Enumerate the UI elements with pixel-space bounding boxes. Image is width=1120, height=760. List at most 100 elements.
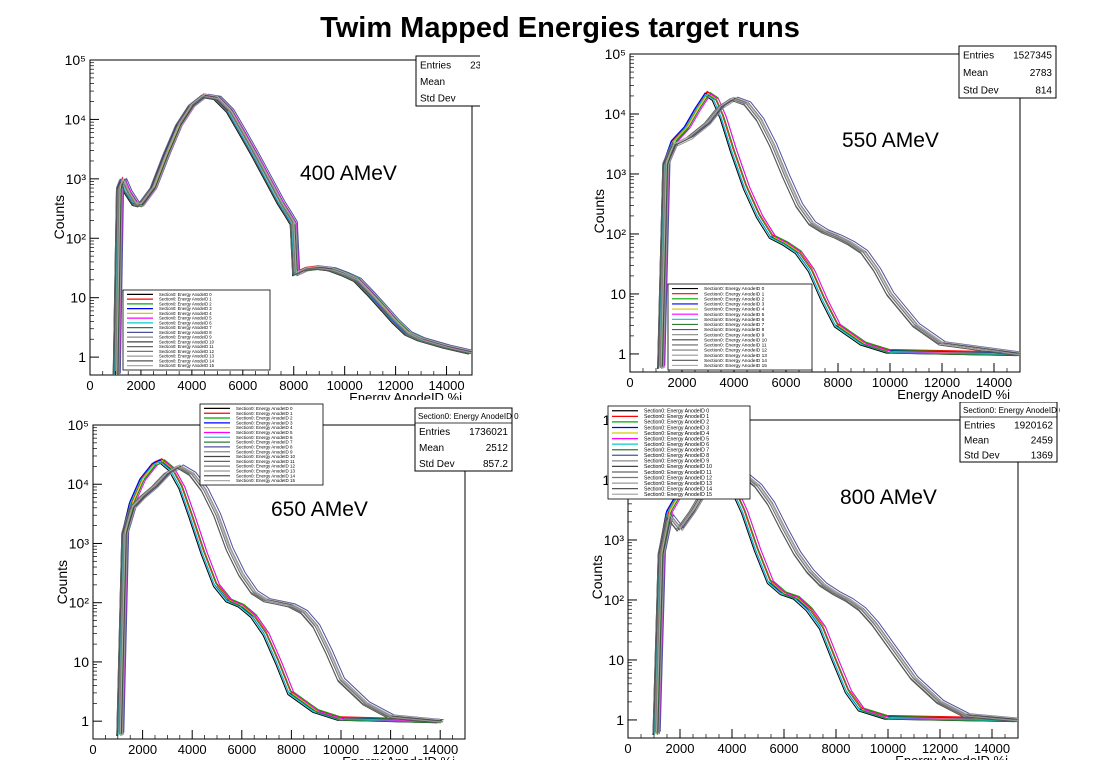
legend-entry: Section0: Energy AnodeID 14 bbox=[236, 473, 296, 478]
legend-entry: Section0: Energy AnodeID 11 bbox=[644, 470, 712, 476]
stats-value: 2385668 bbox=[470, 60, 480, 71]
legend-entry: Section0: Energy AnodeID 10 bbox=[704, 337, 767, 343]
x-tick-label: 8000 bbox=[279, 378, 308, 393]
legend-entry: Section0: Energy AnodeID 0 bbox=[159, 292, 212, 297]
y-tick-label: 1 bbox=[616, 712, 624, 728]
y-tick-label: 10² bbox=[604, 592, 625, 608]
y-axis-label: Counts bbox=[51, 195, 67, 239]
y-axis-label: Counts bbox=[54, 560, 70, 604]
x-tick-label: 6000 bbox=[227, 742, 256, 757]
energy-label: 550 AMeV bbox=[842, 129, 939, 152]
x-tick-label: 12000 bbox=[922, 741, 958, 756]
x-tick-label: 0 bbox=[89, 742, 96, 757]
series-anode-13 bbox=[662, 99, 1020, 369]
legend-entry: Section0: Energy AnodeID 4 bbox=[704, 307, 765, 313]
legend-entry: Section0: Energy AnodeID 5 bbox=[159, 316, 212, 321]
y-tick-label: 10² bbox=[66, 230, 87, 246]
chart-550-amev: 1 10 10² 10³ 10⁴ 10⁵ 0 2000 4000 6000 8000 10000 120… bbox=[591, 45, 1057, 402]
stats-label: Entries bbox=[964, 421, 995, 432]
series-anode-7 bbox=[120, 461, 441, 736]
legend-entry: Section0: Energy AnodeID 2 bbox=[704, 296, 765, 302]
stats-label: Entries bbox=[419, 427, 450, 438]
x-tick-label: 2000 bbox=[128, 742, 157, 757]
legend-entry: Section0: Energy AnodeID 12 bbox=[159, 349, 215, 354]
x-tick-label: 0 bbox=[86, 378, 93, 393]
x-tick-label: 8000 bbox=[824, 375, 853, 390]
x-tick-label: 4000 bbox=[718, 741, 747, 756]
legend-entry: Section0: Energy AnodeID 5 bbox=[704, 312, 765, 318]
x-tick-label: 2000 bbox=[666, 741, 695, 756]
series-anode-8 bbox=[664, 96, 1020, 366]
stats-label: Entries bbox=[963, 51, 994, 62]
stats-box bbox=[414, 407, 513, 472]
legend-entry: Section0: Energy AnodeID 3 bbox=[704, 302, 765, 308]
stats-label: Entries bbox=[420, 60, 451, 71]
y-tick-label: 10⁴ bbox=[64, 111, 86, 127]
y-tick-label: 10⁴ bbox=[604, 106, 626, 122]
series-anode-12 bbox=[119, 466, 440, 735]
series-anode-7 bbox=[661, 94, 1020, 369]
legend-entry: Section0: Energy AnodeID 8 bbox=[644, 453, 709, 459]
x-tick-label: 4000 bbox=[177, 378, 206, 393]
stats-header: Section0: Energy AnodeID 0 bbox=[418, 412, 519, 421]
stats-label: Mean bbox=[963, 68, 988, 79]
x-tick-label: 14000 bbox=[974, 741, 1010, 756]
x-tick-label: 14000 bbox=[422, 742, 458, 757]
legend-entry: Section0: Energy AnodeID 4 bbox=[159, 311, 212, 316]
legend-entry: Section0: Energy AnodeID 5 bbox=[236, 430, 293, 435]
x-tick-label: 10000 bbox=[872, 375, 908, 390]
legend-entry: Section0: Energy AnodeID 0 bbox=[236, 406, 293, 411]
y-tick-label: 10 bbox=[73, 654, 89, 670]
series-anode-14 bbox=[117, 467, 438, 736]
legend-entry: Section0: Energy AnodeID 10 bbox=[236, 454, 296, 459]
legend-entry: Section0: Energy AnodeID 1 bbox=[236, 411, 293, 416]
legend-entry: Section0: Energy AnodeID 4 bbox=[644, 431, 709, 437]
histogram-curves bbox=[116, 458, 444, 736]
energy-label: 400 AMeV bbox=[300, 162, 397, 185]
legend-entry: Section0: Energy AnodeID 13 bbox=[236, 469, 296, 474]
stats-label: Std Dev bbox=[963, 85, 999, 96]
legend-entry: Section0: Energy AnodeID 8 bbox=[236, 444, 293, 449]
stats-label: Std Dev bbox=[419, 459, 455, 470]
x-axis-label: Energy AnodeID %i bbox=[897, 387, 1010, 402]
x-tick-label: 0 bbox=[626, 375, 633, 390]
stats-label: Mean bbox=[419, 443, 444, 454]
x-tick-label: 10000 bbox=[870, 741, 906, 756]
legend-entry: Section0: Energy AnodeID 7 bbox=[159, 325, 212, 330]
x-tick-label: 14000 bbox=[428, 378, 464, 393]
series-anode-8 bbox=[123, 464, 444, 733]
series-anode-12 bbox=[660, 98, 1020, 368]
x-tick-label: 8000 bbox=[277, 742, 306, 757]
stats-header: Section0: Energy AnodeID 0 bbox=[963, 406, 1060, 415]
legend-entry: Section0: Energy AnodeID 12 bbox=[236, 464, 296, 469]
series-anode-14 bbox=[657, 99, 1018, 369]
stats-label: Std Dev bbox=[420, 94, 456, 105]
y-tick-label: 10² bbox=[606, 226, 627, 242]
legend-entry: Section0: Energy AnodeID 15 bbox=[236, 478, 296, 483]
legend-entry: Section0: Energy AnodeID 15 bbox=[644, 492, 712, 498]
stats-value: 1527345 bbox=[1013, 51, 1052, 62]
legend-entry: Section0: Energy AnodeID 7 bbox=[704, 322, 765, 328]
legend-entry: Section0: Energy AnodeID 10 bbox=[159, 339, 215, 344]
legend-entry: Section0: Energy AnodeID 14 bbox=[159, 358, 215, 363]
x-axis-label: Energy AnodeID %i bbox=[349, 390, 462, 400]
legend-entry: Section0: Energy AnodeID 1 bbox=[644, 414, 709, 420]
legend-entry: Section0: Energy AnodeID 2 bbox=[236, 416, 293, 421]
chart-650-amev: 1 10 10² 10³ 10⁴ 10⁵ 0 2000 4000 6000 8000 10000 120… bbox=[54, 403, 519, 760]
x-axis-label: Energy AnodeID %i bbox=[895, 753, 1008, 760]
x-tick-label: 0 bbox=[624, 741, 631, 756]
x-tick-label: 8000 bbox=[822, 741, 851, 756]
y-tick-label: 10² bbox=[69, 595, 90, 611]
y-tick-label: 10 bbox=[608, 652, 624, 668]
series-anode-5 bbox=[122, 460, 444, 735]
stats-label: Std Dev bbox=[964, 451, 1000, 462]
page-title: Twim Mapped Energies target runs bbox=[320, 12, 800, 44]
legend-entry: Section0: Energy AnodeID 15 bbox=[704, 363, 767, 369]
legend-entry: Section0: Energy AnodeID 0 bbox=[644, 409, 709, 415]
legend-entry: Section0: Energy AnodeID 1 bbox=[704, 291, 765, 297]
y-tick-label: 10⁴ bbox=[67, 476, 89, 492]
legend-entry: Section0: Energy AnodeID 2 bbox=[644, 420, 709, 426]
legend-entry: Section0: Energy AnodeID 11 bbox=[236, 459, 295, 464]
legend-entry: Section0: Energy AnodeID 15 bbox=[159, 363, 215, 368]
stats-value: 857.2 bbox=[483, 459, 508, 470]
